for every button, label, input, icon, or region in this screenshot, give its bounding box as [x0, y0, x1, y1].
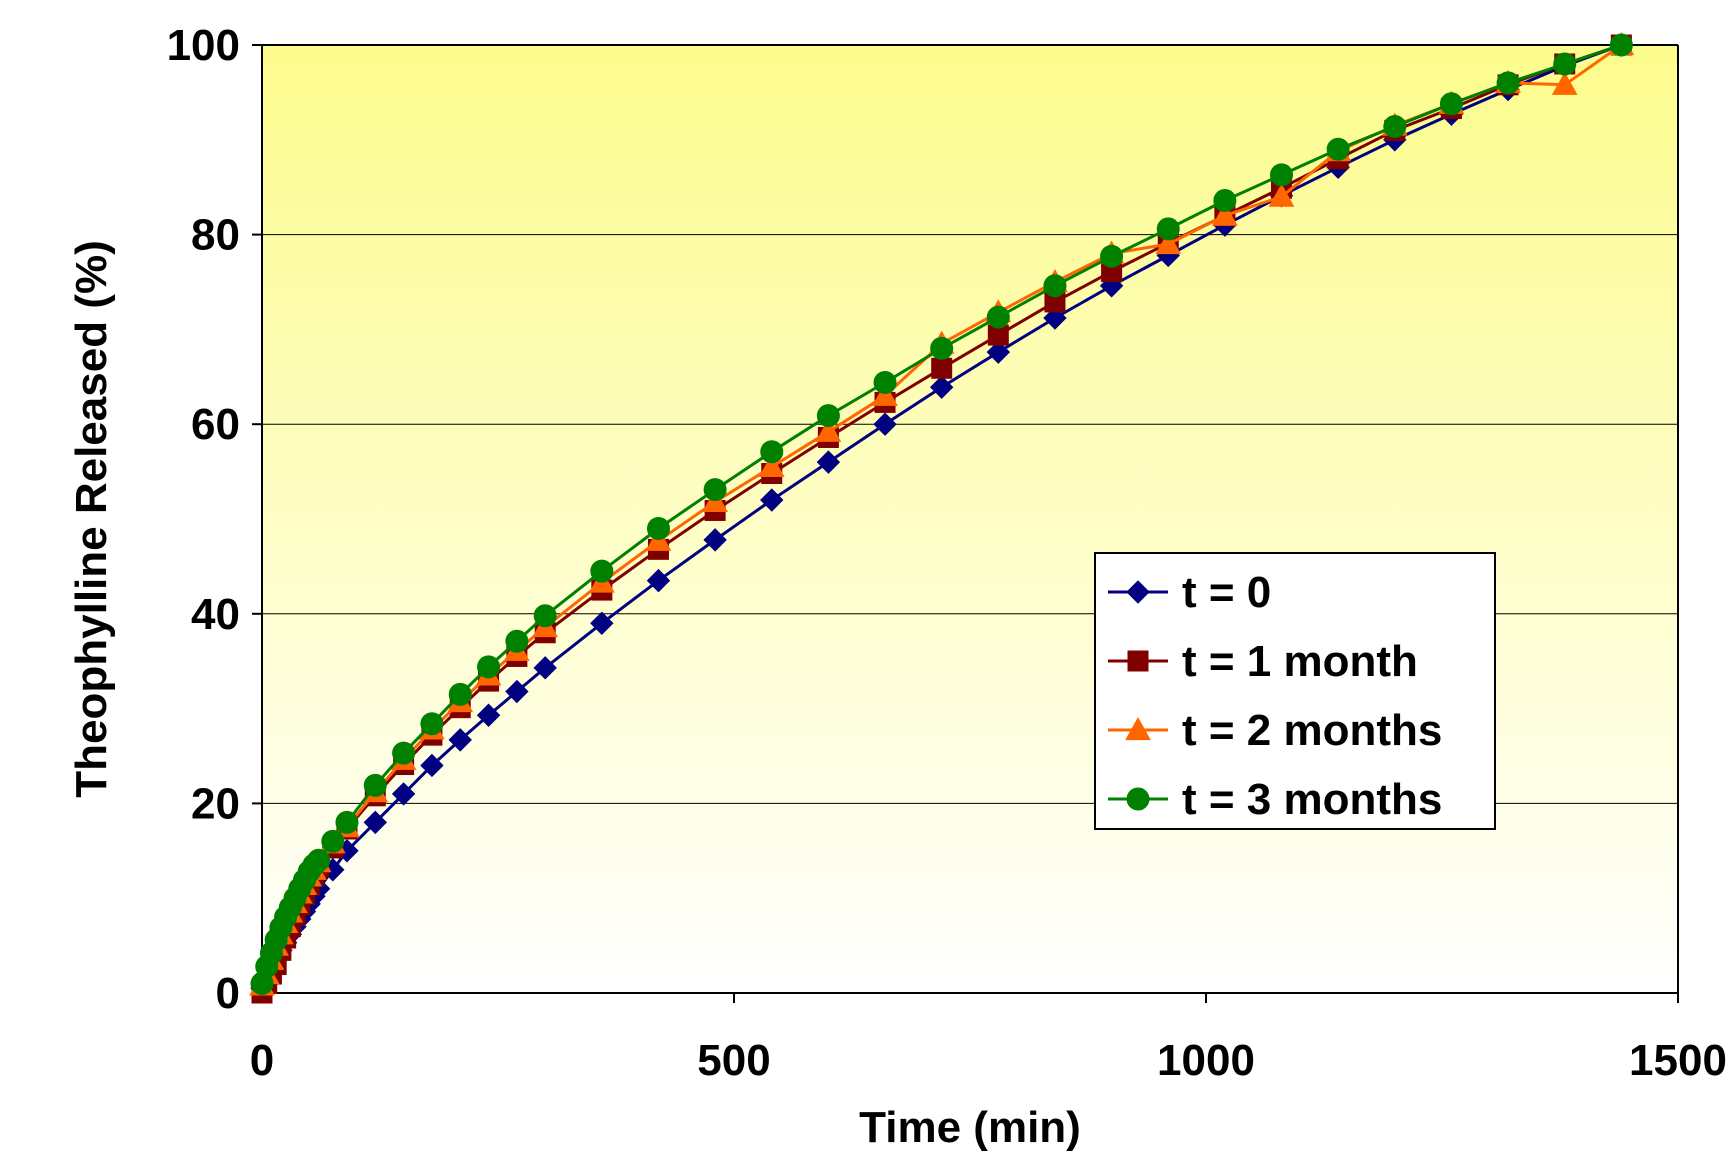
x-tick-label: 1000	[1157, 1036, 1255, 1085]
data-point	[1213, 188, 1237, 212]
data-point	[816, 404, 840, 428]
data-point	[1043, 306, 1067, 330]
data-point	[1496, 71, 1520, 95]
data-point	[1156, 217, 1180, 241]
data-point	[986, 305, 1010, 329]
x-tick-label: 500	[697, 1036, 770, 1085]
data-point	[1043, 274, 1067, 298]
data-point	[873, 370, 897, 394]
data-point	[590, 611, 614, 635]
data-point	[872, 382, 898, 406]
legend-entry: t = 0	[1108, 568, 1271, 617]
data-point	[816, 450, 841, 474]
series-layer	[249, 31, 1635, 1004]
x-axis-title: Time (min)	[859, 1103, 1081, 1152]
x-tick-label: 0	[250, 1036, 274, 1085]
data-point	[1551, 71, 1578, 95]
data-point	[930, 336, 954, 360]
data-point	[1609, 33, 1633, 57]
data-point	[1155, 231, 1182, 255]
legend-label: t = 3 months	[1182, 775, 1442, 824]
legend-marker	[1125, 716, 1151, 741]
x-axis-ticks: 0 500 1000 1500	[250, 993, 1727, 1085]
data-point	[391, 782, 416, 806]
y-axis-title: Theophylline Released (%)	[67, 240, 116, 797]
y-tick-label: 20	[191, 779, 240, 828]
data-point	[533, 656, 557, 680]
data-point	[505, 679, 529, 704]
legend-entry: t = 2 months	[1108, 706, 1442, 755]
data-point	[931, 357, 953, 379]
data-point	[1553, 52, 1577, 76]
legend: t = 0 t = 1 month t = 2 months t = 3 months	[1094, 552, 1496, 830]
y-axis-ticks: 0 20 40 60 80 100	[167, 21, 262, 1018]
data-point	[760, 440, 784, 464]
data-point	[363, 810, 387, 835]
data-point	[420, 712, 444, 736]
data-point	[986, 340, 1011, 364]
data-point	[1100, 244, 1124, 268]
data-point	[1326, 137, 1350, 161]
legend-entry: t = 1 month	[1108, 637, 1418, 686]
y-tick-label: 80	[191, 211, 240, 260]
data-point	[363, 773, 387, 797]
legend-marker	[1126, 580, 1150, 604]
data-point	[392, 741, 416, 765]
y-tick-label: 40	[191, 590, 240, 639]
legend-box	[1094, 552, 1496, 830]
y-tick-label: 60	[191, 400, 240, 449]
y-tick-label: 0	[216, 969, 240, 1018]
data-point	[1270, 163, 1294, 187]
data-point	[1439, 92, 1463, 116]
data-point	[476, 703, 501, 727]
data-point	[646, 568, 671, 593]
data-point	[646, 516, 670, 540]
legend-marker	[1127, 650, 1149, 672]
data-point	[1212, 202, 1238, 226]
data-point	[590, 559, 614, 583]
data-point	[1383, 115, 1407, 139]
data-point	[505, 629, 529, 653]
data-point	[703, 528, 727, 552]
y-tick-label: 100	[167, 21, 240, 70]
legend-marker	[1126, 787, 1150, 811]
data-point	[307, 848, 331, 872]
data-point	[420, 753, 444, 778]
data-point	[448, 728, 472, 752]
x-tick-label: 1500	[1629, 1036, 1727, 1085]
data-point	[873, 412, 897, 436]
legend-label: t = 0	[1182, 568, 1271, 617]
series-3	[250, 33, 1633, 996]
data-point	[1268, 183, 1295, 207]
legend-label: t = 1 month	[1182, 637, 1418, 686]
data-point	[929, 375, 954, 399]
data-point	[815, 418, 842, 442]
legend-entry: t = 3 months	[1108, 775, 1442, 824]
data-point	[533, 604, 557, 628]
legend-label: t = 2 months	[1182, 706, 1442, 755]
data-point	[448, 682, 472, 706]
data-point	[703, 478, 727, 502]
data-point	[321, 829, 345, 853]
data-point	[335, 810, 359, 834]
data-point	[477, 655, 501, 679]
data-point	[758, 453, 785, 477]
data-point	[760, 488, 784, 512]
plot-area	[262, 45, 1678, 993]
